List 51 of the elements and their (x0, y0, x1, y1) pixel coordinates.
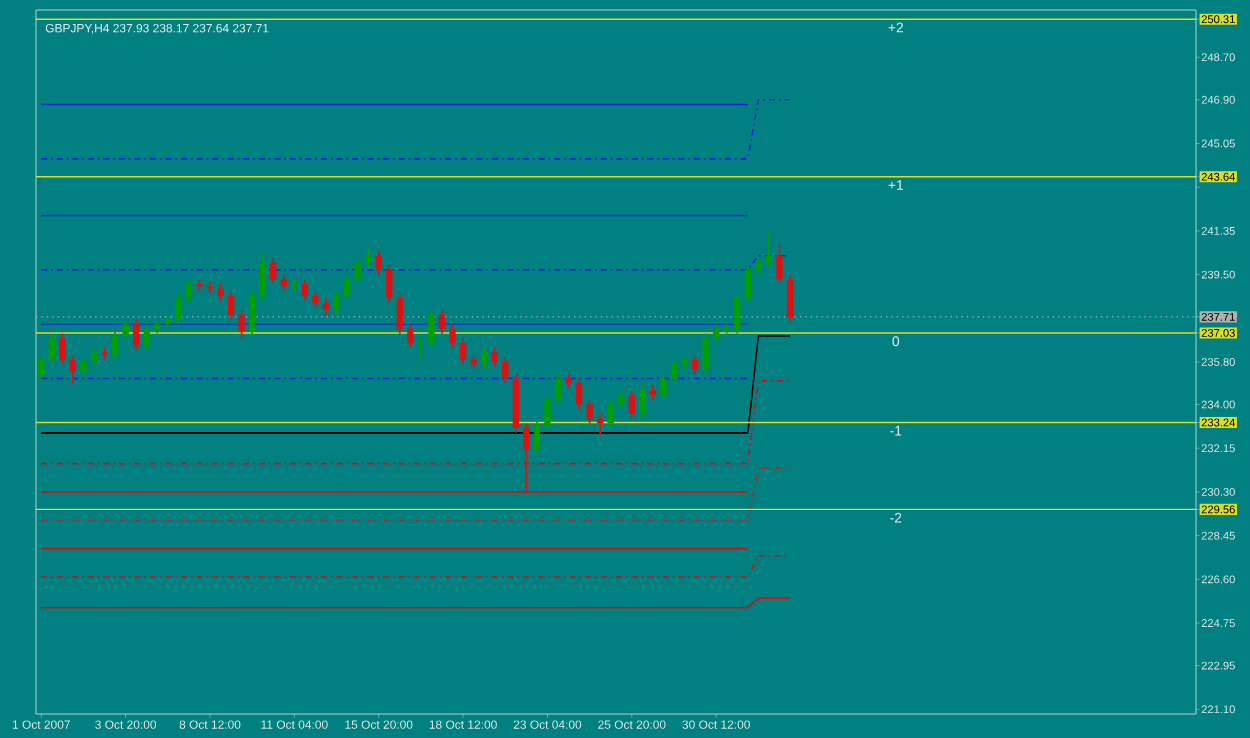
candlestick (396, 292, 403, 335)
candlestick (533, 420, 541, 455)
candlestick (270, 257, 277, 285)
candlestick (354, 257, 361, 285)
candlestick (333, 290, 340, 316)
candlestick (554, 373, 562, 406)
candlestick (111, 330, 119, 361)
candlestick (459, 337, 467, 366)
candlestick (428, 309, 435, 349)
candlestick (744, 264, 751, 304)
candlestick (38, 354, 45, 385)
candlestick (133, 318, 140, 351)
candlestick (639, 384, 646, 420)
candlestick (375, 250, 382, 276)
candlestick (702, 332, 709, 375)
candlestick (48, 332, 55, 366)
candlestick (59, 332, 66, 366)
candlestick (185, 278, 193, 304)
candlestick (544, 394, 551, 432)
candlestick (776, 243, 783, 285)
candlestick (607, 399, 614, 429)
candlestick (175, 292, 182, 325)
candlestick (502, 356, 509, 385)
candlestick (713, 323, 720, 344)
candlestick (628, 389, 635, 420)
candlestick (765, 231, 773, 269)
candlestick (343, 273, 351, 302)
candlestick (80, 356, 87, 377)
candlestick (523, 422, 530, 493)
candlestick (407, 323, 414, 349)
candlestick (734, 292, 741, 335)
candlestick (386, 264, 393, 304)
candlestick (618, 389, 625, 411)
candlestick (691, 354, 699, 375)
candlestick (249, 290, 256, 337)
candlestick (301, 278, 309, 302)
candlestick (90, 347, 98, 368)
candlestick (670, 358, 678, 385)
candlestick (660, 373, 667, 401)
candlestick (365, 247, 372, 269)
candlestick (586, 399, 593, 425)
candlestick (491, 347, 498, 368)
candlestick (238, 309, 245, 340)
candlestick (143, 323, 150, 351)
candlestick (259, 252, 266, 302)
candlestick (227, 290, 235, 321)
candlestick (449, 323, 456, 349)
candlestick (575, 377, 583, 411)
candlestick (786, 273, 794, 323)
candlestick (122, 318, 129, 342)
candlestick (438, 309, 446, 335)
